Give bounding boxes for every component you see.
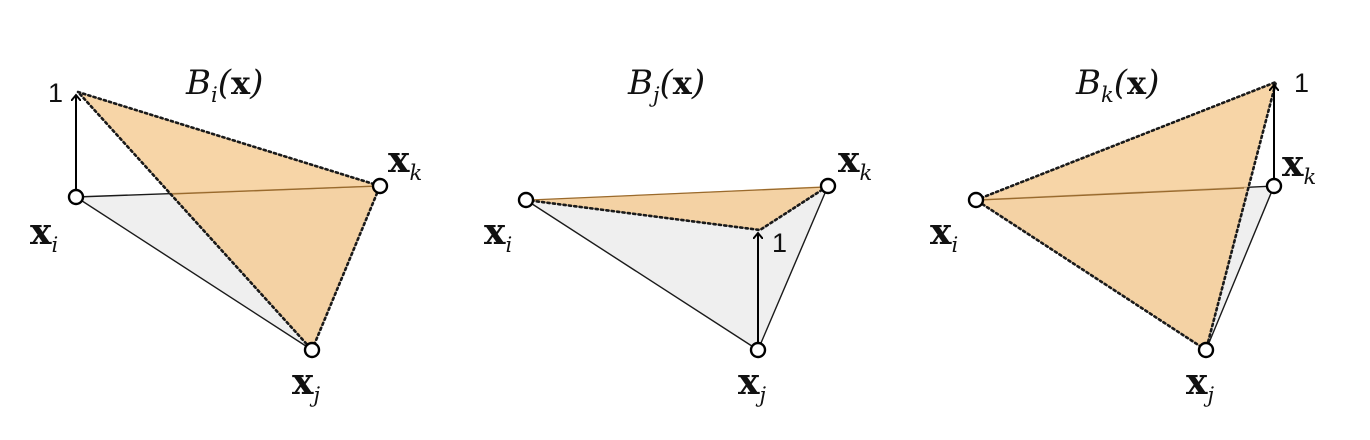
vertex-j [749,341,767,359]
height-label: 1 [48,78,63,108]
panel-title: Bk(x) [1075,63,1159,107]
panel-b-k: Bk(x) 1 xi xj xk [930,63,1316,407]
panel-title: Bi(x) [185,63,263,107]
dotted-hat-edge [973,79,1278,353]
edge-i-j [525,199,759,351]
height-label: 1 [772,228,787,258]
dotted-hat-edge [73,89,382,353]
vertex-label-j: xj [292,361,320,407]
fold-line [529,186,827,201]
dotted-hat-edge [524,184,830,232]
panel-b-i: Bi(x) 1 xi xj xk [30,63,422,407]
vertex-k [819,177,837,195]
panel-title: Bj(x) [627,63,705,107]
edge-j-k [1205,185,1275,351]
vertex-k [371,177,389,195]
vertex-i [67,188,85,206]
fold-line [171,185,379,195]
panel-b-j: Bj(x) 1 xi xj xk [484,63,872,407]
hat-face [78,92,380,350]
edge-i-j [75,196,313,351]
vertex-j [303,341,321,359]
vertex-i [517,191,535,209]
height-label: 1 [1294,68,1309,98]
vertex-label-k: xk [388,139,422,185]
vertex-i [967,191,985,209]
fold-line [979,187,1245,201]
vertex-j [1197,341,1215,359]
vertex-label-j: xj [738,361,766,407]
vertex-label-i: xi [484,211,512,257]
vertex-label-i: xi [930,211,958,257]
vertex-label-k: xk [1282,143,1316,189]
vertex-k [1265,177,1283,195]
vertex-label-i: xi [30,211,58,257]
vertex-label-j: xj [1186,361,1214,407]
hat-face [976,82,1276,350]
edge-j-k [757,185,829,351]
vertex-label-k: xk [838,139,872,185]
